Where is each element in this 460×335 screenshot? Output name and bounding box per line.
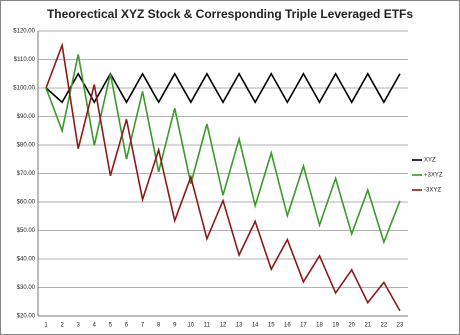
x-tick-label: 15 [268, 323, 275, 329]
x-tick-label: 21 [364, 323, 371, 329]
y-tick-label: $50.00 [17, 228, 36, 234]
legend-label: XYZ [424, 158, 436, 164]
x-tick-label: 14 [252, 323, 259, 329]
series-line [45, 42, 401, 312]
x-tick-label: 3 [77, 323, 81, 329]
y-tick-label: $70.00 [17, 171, 36, 177]
series-line [45, 54, 401, 245]
x-tick-label: 22 [381, 323, 388, 329]
y-tick-label: $100.00 [13, 86, 35, 92]
x-tick-label: 1 [44, 323, 48, 329]
x-tick-label: 4 [93, 323, 97, 329]
x-tick-label: 18 [316, 323, 323, 329]
x-tick-label: 11 [204, 323, 211, 329]
x-tick-label: 12 [220, 323, 227, 329]
y-tick-label: $120.00 [13, 29, 35, 35]
x-tick-label: 8 [157, 323, 161, 329]
x-tick-label: 13 [236, 323, 243, 329]
x-tick-label: 7 [141, 323, 145, 329]
legend-label: +3XYZ [424, 173, 443, 179]
chart-title: Theorectical XYZ Stock & Corresponding T… [47, 7, 413, 21]
x-tick-label: 6 [125, 323, 129, 329]
x-tick-label: 2 [60, 323, 64, 329]
y-tick-label: $30.00 [17, 285, 36, 291]
series-line [45, 72, 401, 104]
x-tick-label: 20 [348, 323, 355, 329]
x-tick-label: 17 [300, 323, 307, 329]
legend-label: -3XYZ [424, 188, 441, 194]
y-tick-label: $20.00 [17, 314, 36, 320]
y-tick-label: $40.00 [17, 257, 36, 263]
y-tick-label: $80.00 [17, 143, 36, 149]
y-tick-label: $90.00 [17, 114, 36, 120]
x-tick-label: 10 [187, 323, 194, 329]
x-tick-label: 9 [173, 323, 177, 329]
x-tick-label: 16 [284, 323, 291, 329]
y-tick-label: $110.00 [14, 57, 36, 63]
x-tick-label: 19 [332, 323, 339, 329]
x-tick-label: 23 [397, 323, 404, 329]
x-tick-label: 5 [109, 323, 113, 329]
y-tick-label: $60.00 [17, 200, 36, 206]
